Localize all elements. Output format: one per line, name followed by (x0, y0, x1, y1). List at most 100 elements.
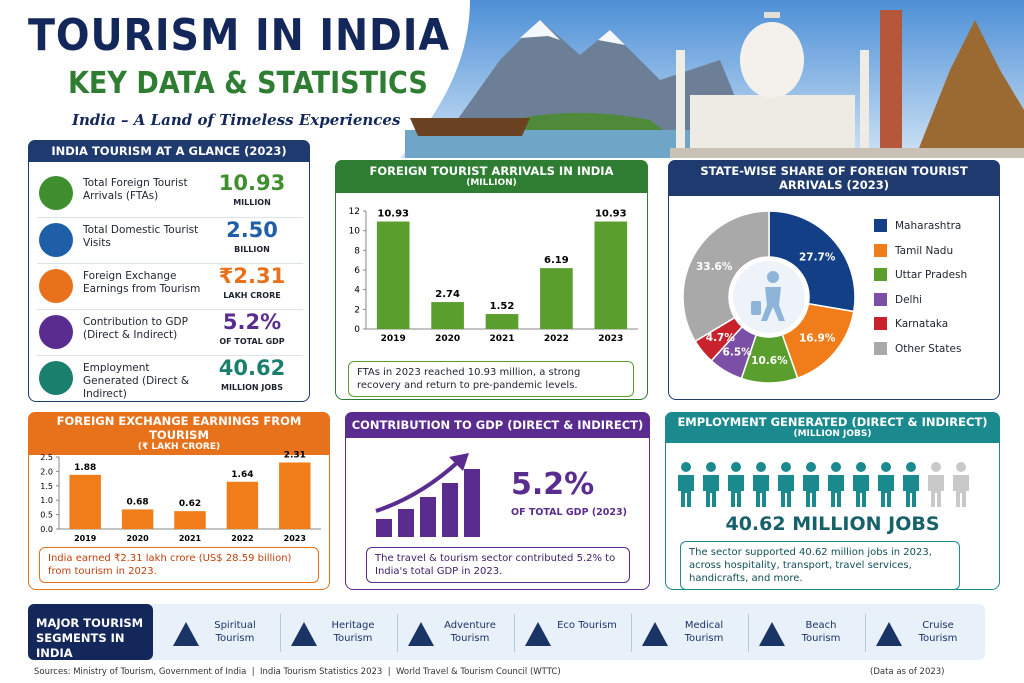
bar (226, 481, 259, 529)
legend-label: Uttar Pradesh (895, 269, 968, 281)
value-label: 0.68 (126, 497, 148, 507)
glance-icon (39, 269, 73, 303)
segment-label: Cruise Tourism (918, 620, 958, 644)
share-chart: 27.7% 16.9% 10.6%6.5% 4.7% 33.6% (682, 210, 856, 384)
fta-subtitle: (MILLION) (466, 178, 517, 188)
segment-label: Eco Tourism (557, 620, 617, 631)
segment-icon (759, 622, 785, 646)
segment: Eco Tourism (514, 614, 629, 652)
glance-unit: LAKH CRORE (223, 291, 281, 300)
segment: Medical Tourism (631, 614, 746, 652)
slice-label: 27.7% (799, 251, 836, 263)
header-scene (400, 0, 1024, 158)
bar (431, 302, 464, 329)
person-head (881, 462, 891, 472)
legend-item: Karnataka (874, 317, 999, 342)
glance-value: 40.62 (218, 356, 286, 380)
x-tick-label: 2019 (74, 534, 97, 543)
legend-swatch (874, 219, 887, 232)
y-tick-label: 1.0 (40, 496, 53, 505)
employment-value: 40.62 MILLION JOBS (725, 513, 940, 535)
glance-icon (39, 361, 73, 395)
person-body (678, 475, 694, 507)
person-body (953, 475, 969, 507)
glance-label: Contribution to GDP (Direct & Indirect) (83, 316, 188, 341)
y-tick-label: 2.5 (40, 453, 53, 462)
segment-icon (291, 622, 317, 646)
bar (279, 462, 311, 529)
value-label: 1.64 (231, 470, 253, 480)
slice-label: 4.7% (706, 332, 736, 344)
person-head (806, 462, 816, 472)
fee-panel: FOREIGN EXCHANGE EARNINGS FROM TOURISM (₹… (28, 412, 330, 590)
sources: Sources: Ministry of Tourism, Government… (34, 667, 561, 677)
people-icons (678, 462, 969, 507)
value-label: 1.52 (490, 301, 515, 312)
glance-unit: MILLION JOBS (220, 383, 284, 392)
segment-icon-wrap (169, 616, 203, 654)
traveler-head (767, 271, 779, 283)
fta-chart: 0 2 4 6 8 10 12 10.93 2019 2.74 2020 1.52 2021 6.19 20… (349, 207, 638, 344)
slice-label: 10.6% (751, 355, 788, 367)
segment-glyph (291, 622, 317, 646)
glance-label: Total Domestic Tourist Visits (83, 224, 199, 249)
y-tick-label: 0.0 (40, 525, 53, 534)
segment-icon (173, 622, 199, 646)
employment-header: EMPLOYMENT GENERATED (DIRECT & INDIRECT)… (665, 412, 1000, 443)
heading: KEY DATA & STATISTICS (68, 66, 428, 101)
legend-label: Maharashtra (895, 220, 962, 232)
segment-icon-wrap (755, 616, 789, 654)
fee-subtitle: (₹ LAKH CRORE) (137, 442, 221, 452)
segment-icon (408, 622, 434, 646)
slice-label: 6.5% (723, 346, 753, 358)
person-head (706, 462, 716, 472)
segment: Spiritual Tourism (163, 614, 278, 652)
share-panel: STATE-WISE SHARE OF FOREIGN TOURIST ARRI… (668, 160, 1000, 400)
x-tick-label: 2021 (179, 534, 202, 543)
y-tick-label: 6 (354, 266, 360, 276)
glance-value: 5.2% (222, 310, 282, 334)
legend-label: Tamil Nadu (895, 244, 954, 257)
x-tick-label: 2022 (544, 334, 569, 344)
person-head (906, 462, 916, 472)
person-body (928, 475, 944, 507)
gdp-unit: OF TOTAL GDP (2023) (511, 507, 627, 518)
bar (594, 221, 628, 329)
value-label: 6.19 (544, 255, 569, 266)
gdp-panel: CONTRIBUTION TO GDP (DIRECT & INDIRECT) … (345, 412, 650, 590)
x-tick-label: 2023 (284, 534, 306, 543)
segment-icon (876, 622, 902, 646)
segment-glyph (642, 622, 668, 646)
legend-item: Maharashtra (874, 219, 999, 244)
legend-label: Delhi (895, 293, 923, 306)
employment-subtitle: (MILLION JOBS) (793, 429, 872, 439)
person-head (681, 462, 691, 472)
traveler-body (761, 287, 785, 321)
segment: Beach Tourism (748, 614, 863, 652)
bar (121, 509, 154, 529)
segment-icon-wrap (872, 616, 906, 654)
person-head (756, 462, 766, 472)
glance-item: Total Domestic Tourist Visits 2.50 BILLION (37, 217, 303, 261)
legend-swatch (874, 292, 887, 306)
glance-label: Employment Generated (Direct & Indirect) (83, 362, 190, 400)
share-title: STATE-WISE SHARE OF FOREIGN TOURIST ARRI… (668, 160, 1000, 196)
glance-icon (39, 223, 73, 257)
x-tick-label: 2023 (598, 334, 623, 344)
bar (485, 314, 519, 329)
x-tick-label: 2019 (381, 334, 406, 344)
glance-unit: OF TOTAL GDP (219, 337, 285, 346)
segment-label: Spiritual Tourism (214, 620, 256, 644)
x-tick-label: 2020 (435, 334, 460, 344)
gdp-title: CONTRIBUTION TO GDP (DIRECT & INDIRECT) (345, 412, 650, 438)
as-of: (Data as of 2023) (870, 667, 945, 677)
value-label: 2.31 (284, 450, 306, 460)
fta-header: FOREIGN TOURIST ARRIVALS IN INDIA (MILLIO… (335, 160, 648, 193)
fee-chart: 0.0 0.5 1.0 1.5 2.0 2.5 1.88 2019 0.68 2020 0.62 20… (40, 450, 321, 543)
tagline: India – A Land of Timeless Experiences (72, 111, 401, 129)
legend-item: Other States (874, 341, 999, 367)
legend: Maharashtra Tamil Nadu Uttar Pradesh Delhi K… (874, 219, 999, 366)
glance-item: Foreign Exchange Earnings from Tourism ₹2… (37, 263, 303, 307)
value-label: 1.88 (74, 463, 96, 473)
